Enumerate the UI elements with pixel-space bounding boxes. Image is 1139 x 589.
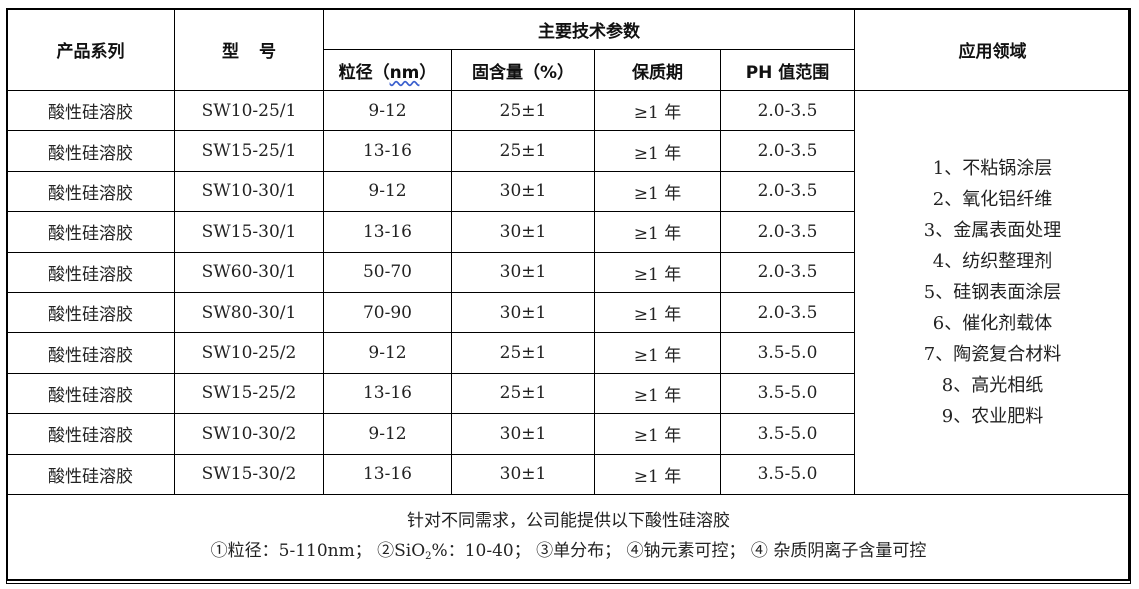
- cell-ph: 2.0-3.5: [720, 130, 855, 172]
- cell-model: SW10-25/2: [174, 332, 324, 374]
- cell-shelf: ≥1 年: [594, 291, 721, 334]
- cell-solid: 30±1: [451, 291, 595, 334]
- cell-series: 酸性硅溶胶: [6, 251, 175, 293]
- table-row: 酸性硅溶胶 SW15-25/1 13-16 25±1 ≥1 年 2.0-3.5: [6, 130, 1131, 172]
- application-item: 2、氧化铝纤维: [932, 188, 1053, 210]
- cell-model: SW15-25/1: [174, 130, 324, 172]
- cell-solid: 30±1: [451, 170, 595, 213]
- cell-solid: 25±1: [451, 372, 595, 415]
- cell-solid: 25±1: [451, 130, 595, 172]
- cell-size: 50-70: [323, 251, 452, 293]
- application-item: 9、农业肥料: [941, 405, 1044, 427]
- cell-series: 酸性硅溶胶: [6, 89, 175, 132]
- cell-series: 酸性硅溶胶: [6, 332, 175, 374]
- application-item: 3、金属表面处理: [923, 219, 1062, 241]
- header-solid: 固含量（%）: [451, 49, 595, 91]
- cell-series: 酸性硅溶胶: [6, 170, 175, 213]
- cell-shelf: ≥1 年: [594, 211, 721, 253]
- cell-model: SW80-30/1: [174, 291, 324, 334]
- note-line-2: ①粒径：5-110nm； ②SiO2%：10-40； ③单分布； ④钠元素可控；…: [210, 540, 927, 562]
- table-row: 酸性硅溶胶 SW10-25/1 9-12 25±1 ≥1 年 2.0-3.5 1、不粘锅涂层…: [6, 89, 1131, 495]
- cell-size: 13-16: [323, 130, 452, 172]
- application-item: 6、催化剂载体: [932, 312, 1053, 334]
- cell-shelf: ≥1 年: [594, 413, 721, 455]
- cell-shelf: ≥1 年: [594, 170, 721, 213]
- cell-model: SW15-30/1: [174, 211, 324, 253]
- cell-shelf: ≥1 年: [594, 453, 721, 495]
- spec-table: 产品系列 型 号 主要技术参数 应用领域 粒径（nm） 固含量（%） 保质期 P…: [6, 8, 1131, 584]
- cell-model: SW60-30/1: [174, 251, 324, 293]
- cell-series: 酸性硅溶胶: [6, 130, 175, 172]
- cell-shelf: ≥1 年: [594, 372, 721, 415]
- note-line-1: 针对不同需求，公司能提供以下酸性硅溶胶: [407, 510, 730, 531]
- note-cell: 针对不同需求，公司能提供以下酸性硅溶胶 ①粒径：5-110nm； ②SiO2%：…: [6, 493, 1131, 584]
- cell-size: 13-16: [323, 211, 452, 253]
- cell-ph: 2.0-3.5: [720, 170, 855, 213]
- table-row: 酸性硅溶胶 SW60-30/1 50-70 30±1 ≥1 年 2.0-3.5: [6, 251, 1131, 293]
- size-unit: nm: [389, 62, 420, 83]
- cell-ph: 3.5-5.0: [720, 332, 855, 374]
- application-item: 1、不粘锅涂层: [932, 157, 1053, 179]
- header-ph: PH 值范围: [720, 49, 855, 91]
- application-item: 5、硅钢表面涂层: [923, 281, 1062, 303]
- cell-model: SW15-30/2: [174, 453, 324, 495]
- table-row: 酸性硅溶胶 SW15-30/1 13-16 30±1 ≥1 年 2.0-3.5: [6, 211, 1131, 253]
- cell-size: 9-12: [323, 170, 452, 213]
- application-item: 7、陶瓷复合材料: [923, 343, 1062, 365]
- table-row: 酸性硅溶胶 SW15-30/2 13-16 30±1 ≥1 年 3.5-5.0: [6, 453, 1131, 495]
- cell-model: SW10-30/1: [174, 170, 324, 213]
- cell-series: 酸性硅溶胶: [6, 453, 175, 495]
- cell-model: SW10-30/2: [174, 413, 324, 455]
- cell-size: 9-12: [323, 332, 452, 374]
- header-size: 粒径（nm）: [323, 49, 452, 91]
- cell-shelf: ≥1 年: [594, 130, 721, 172]
- application-item: 8、高光相纸: [941, 374, 1044, 396]
- cell-ph: 3.5-5.0: [720, 413, 855, 455]
- cell-solid: 25±1: [451, 332, 595, 374]
- cell-series: 酸性硅溶胶: [6, 413, 175, 455]
- header-main-params: 主要技术参数: [323, 8, 855, 50]
- table-row: 酸性硅溶胶 SW10-25/2 9-12 25±1 ≥1 年 3.5-5.0: [6, 332, 1131, 374]
- application-list: 1、不粘锅涂层 2、氧化铝纤维 3、金属表面处理 4、纺织整理剂 5、硅钢表面涂层 6、催…: [854, 90, 1131, 495]
- cell-shelf: ≥1 年: [594, 251, 721, 293]
- cell-size: 13-16: [323, 372, 452, 415]
- cell-ph: 2.0-3.5: [720, 251, 855, 293]
- cell-ph: 3.5-5.0: [720, 372, 855, 415]
- cell-size: 9-12: [323, 413, 452, 455]
- header-application: 应用领域: [854, 8, 1131, 91]
- header-series: 产品系列: [6, 8, 175, 91]
- cell-size: 70-90: [323, 291, 452, 334]
- cell-solid: 30±1: [451, 413, 595, 455]
- cell-series: 酸性硅溶胶: [6, 372, 175, 415]
- cell-ph: 2.0-3.5: [720, 89, 855, 132]
- table-row: 酸性硅溶胶 SW10-30/2 9-12 30±1 ≥1 年 3.5-5.0: [6, 413, 1131, 455]
- cell-size: 13-16: [323, 453, 452, 495]
- cell-solid: 25±1: [451, 89, 595, 132]
- header-shelf: 保质期: [594, 49, 721, 91]
- cell-ph: 2.0-3.5: [720, 211, 855, 253]
- cell-solid: 30±1: [451, 211, 595, 253]
- cell-ph: 3.5-5.0: [720, 453, 855, 495]
- cell-shelf: ≥1 年: [594, 89, 721, 132]
- table-row: 酸性硅溶胶 SW80-30/1 70-90 30±1 ≥1 年 2.0-3.5: [6, 291, 1131, 334]
- cell-series: 酸性硅溶胶: [6, 291, 175, 334]
- cell-ph: 2.0-3.5: [720, 291, 855, 334]
- cell-series: 酸性硅溶胶: [6, 211, 175, 253]
- cell-model: SW10-25/1: [174, 89, 324, 132]
- cell-solid: 30±1: [451, 251, 595, 293]
- cell-solid: 30±1: [451, 453, 595, 495]
- application-item: 4、纺织整理剂: [932, 250, 1053, 272]
- header-model: 型 号: [174, 8, 324, 91]
- cell-size: 9-12: [323, 89, 452, 132]
- table-row: 酸性硅溶胶 SW10-30/1 9-12 30±1 ≥1 年 2.0-3.5: [6, 170, 1131, 213]
- cell-shelf: ≥1 年: [594, 332, 721, 374]
- cell-model: SW15-25/2: [174, 372, 324, 415]
- table-row: 酸性硅溶胶 SW15-25/2 13-16 25±1 ≥1 年 3.5-5.0: [6, 372, 1131, 415]
